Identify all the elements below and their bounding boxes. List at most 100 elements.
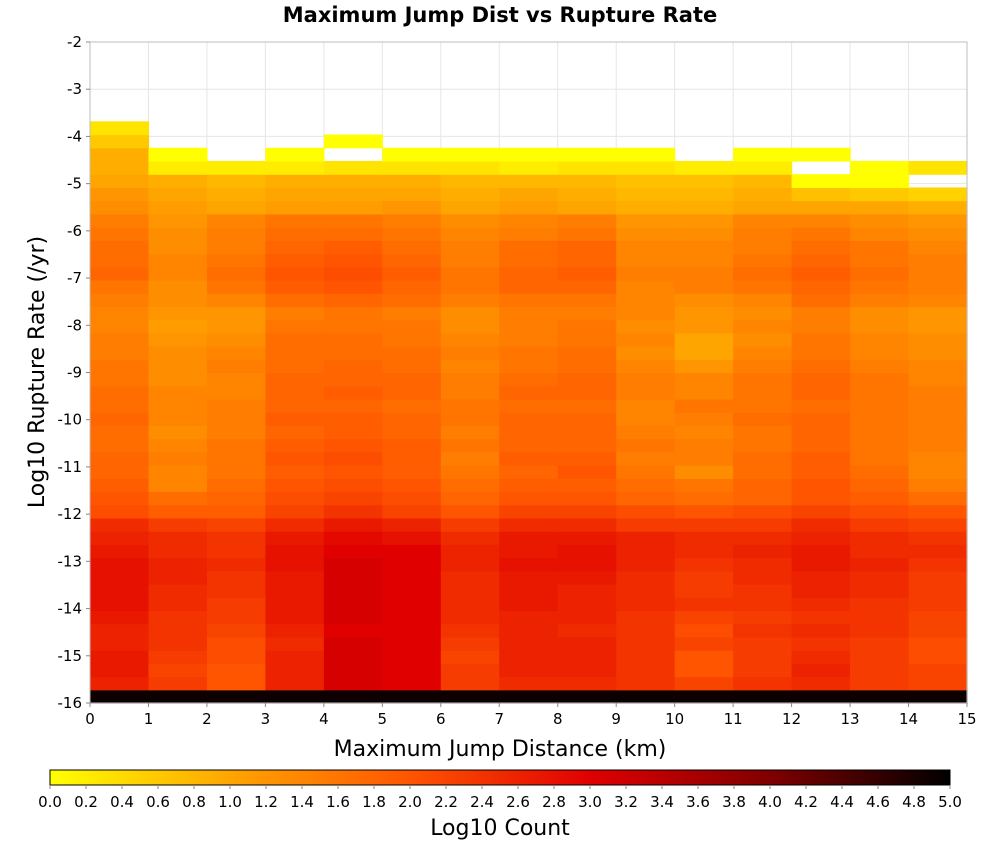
heatmap-cell bbox=[499, 438, 559, 453]
heatmap-cell bbox=[499, 517, 559, 532]
heatmap-cell bbox=[557, 279, 617, 294]
heatmap-cell bbox=[674, 570, 734, 585]
heatmap-cell bbox=[499, 293, 559, 307]
heatmap-cell bbox=[791, 147, 851, 162]
heatmap-cell bbox=[499, 319, 559, 334]
heatmap-cell bbox=[908, 557, 968, 572]
heatmap-cell bbox=[499, 570, 559, 585]
heatmap-cell bbox=[265, 465, 325, 479]
heatmap-cell bbox=[733, 478, 793, 493]
heatmap-cell bbox=[323, 676, 383, 691]
heatmap-cell bbox=[850, 227, 910, 241]
heatmap-cell bbox=[674, 676, 734, 691]
heatmap-cell bbox=[206, 610, 266, 625]
heatmap-cell bbox=[265, 557, 325, 572]
heatmap-cell bbox=[90, 266, 150, 281]
heatmap-cell bbox=[557, 438, 617, 453]
heatmap-cell bbox=[382, 227, 442, 241]
heatmap-cell bbox=[733, 398, 793, 413]
colorbar-tick-label: 3.2 bbox=[614, 793, 638, 811]
heatmap-cell bbox=[90, 557, 150, 572]
colorbar-ticks: 0.0 0.2 0.4 0.6 0.8 1.0 1.2 1.4 1.6 1.8 2.0 2.2 2.4 2… bbox=[38, 785, 962, 811]
heatmap-cell bbox=[90, 279, 150, 294]
y-tick-label: -4 bbox=[67, 127, 82, 145]
heatmap-cell bbox=[791, 544, 851, 559]
heatmap-cell bbox=[323, 227, 383, 241]
heatmap-cell bbox=[440, 266, 500, 281]
heatmap-cell bbox=[323, 597, 383, 612]
heatmap-cell bbox=[440, 676, 500, 691]
heatmap-cell bbox=[850, 570, 910, 585]
heatmap-cell bbox=[499, 227, 559, 241]
colorbar-gradient bbox=[49, 769, 951, 786]
heatmap-cell bbox=[90, 465, 150, 479]
heatmap-cell bbox=[850, 240, 910, 255]
heatmap-cell bbox=[557, 398, 617, 413]
heatmap-cell bbox=[850, 610, 910, 625]
heatmap-cell bbox=[733, 557, 793, 572]
heatmap-cell bbox=[440, 332, 500, 347]
heatmap-cell bbox=[206, 187, 266, 202]
heatmap-cell bbox=[206, 227, 266, 241]
colorbar: 0.0 0.2 0.4 0.6 0.8 1.0 1.2 1.4 1.6 1.8 2.0 2.2 2.4 2… bbox=[38, 769, 962, 841]
heatmap-cell bbox=[616, 425, 676, 440]
heatmap-cell bbox=[850, 438, 910, 453]
heatmap-cell bbox=[791, 531, 851, 545]
heatmap-cell bbox=[323, 187, 383, 202]
heatmap-cell bbox=[791, 570, 851, 585]
heatmap-cell bbox=[791, 478, 851, 493]
heatmap-cell bbox=[616, 465, 676, 479]
heatmap-cell bbox=[440, 597, 500, 612]
heatmap-cell bbox=[206, 174, 266, 189]
heatmap-cell bbox=[674, 398, 734, 413]
heatmap-cell bbox=[382, 465, 442, 479]
heatmap-cell bbox=[382, 425, 442, 440]
heatmap-cell bbox=[440, 253, 500, 268]
x-tick-label: 0 bbox=[85, 710, 95, 728]
heatmap-cell bbox=[323, 650, 383, 664]
heatmap-cell bbox=[674, 517, 734, 532]
heatmap-cell bbox=[206, 491, 266, 506]
heatmap-cell bbox=[557, 187, 617, 202]
heatmap-cell bbox=[908, 293, 968, 307]
heatmap-cell bbox=[908, 491, 968, 506]
colorbar-tick-label: 0.2 bbox=[74, 793, 98, 811]
heatmap-cell bbox=[733, 160, 793, 175]
heatmap-cell bbox=[791, 636, 851, 651]
heatmap-cell bbox=[323, 570, 383, 585]
x-tick-label: 2 bbox=[202, 710, 212, 728]
heatmap-cell bbox=[557, 663, 617, 678]
heatmap-cell bbox=[616, 438, 676, 453]
heatmap-cell bbox=[850, 557, 910, 572]
heatmap-cell bbox=[499, 544, 559, 559]
heatmap-cell bbox=[382, 385, 442, 400]
heatmap-cell bbox=[616, 570, 676, 585]
heatmap-cell bbox=[908, 504, 968, 519]
heatmap-cell bbox=[382, 650, 442, 664]
heatmap-cell bbox=[733, 438, 793, 453]
heatmap-cell bbox=[850, 412, 910, 426]
heatmap-cell bbox=[908, 200, 968, 215]
heatmap-cell bbox=[850, 253, 910, 268]
heatmap-cell bbox=[791, 266, 851, 281]
colorbar-tick-label: 2.4 bbox=[470, 793, 494, 811]
heatmap-cell bbox=[148, 227, 208, 241]
heatmap-cell bbox=[908, 531, 968, 545]
colorbar-tick-label: 3.4 bbox=[650, 793, 674, 811]
heatmap-cell bbox=[148, 200, 208, 215]
heatmap-cell bbox=[674, 438, 734, 453]
heatmap-cell bbox=[440, 636, 500, 651]
heatmap-cell bbox=[206, 557, 266, 572]
heatmap-cell bbox=[908, 253, 968, 268]
colorbar-tick-label: 4.2 bbox=[794, 793, 818, 811]
heatmap-cell bbox=[323, 306, 383, 321]
heatmap-cell bbox=[674, 531, 734, 545]
heatmap-cell bbox=[616, 293, 676, 307]
heatmap-cell bbox=[908, 306, 968, 321]
heatmap-cell bbox=[850, 359, 910, 374]
heatmap-cell bbox=[791, 597, 851, 612]
heatmap-cell bbox=[557, 346, 617, 360]
heatmap-cell bbox=[265, 517, 325, 532]
heatmap-cell bbox=[557, 332, 617, 347]
heatmap-cell bbox=[850, 187, 910, 202]
